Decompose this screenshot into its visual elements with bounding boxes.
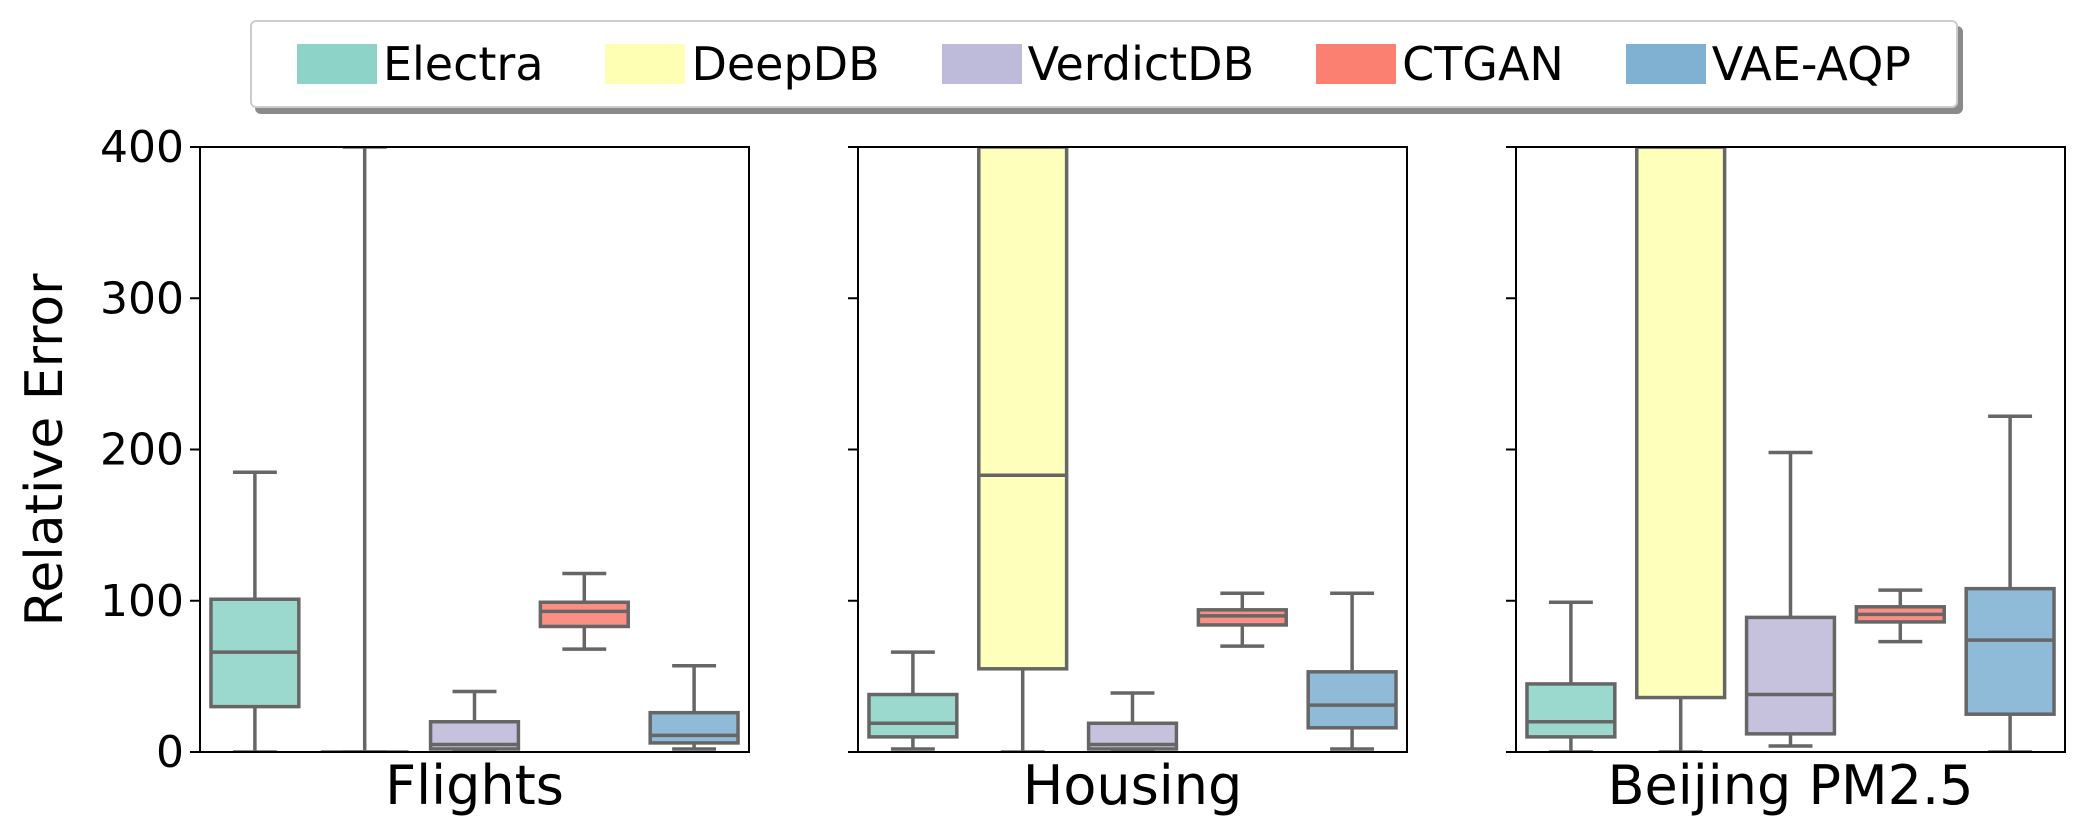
plot-frame [857, 146, 1408, 753]
box-body [867, 692, 959, 739]
boxes [1525, 147, 2056, 752]
boxes [209, 147, 740, 752]
box-body [538, 600, 630, 629]
legend-label: DeepDB [691, 37, 880, 91]
box-vae-aqp [1306, 591, 1398, 751]
legend-item-electra: Electra [296, 37, 544, 91]
box-body [1635, 147, 1727, 700]
legend-label: Electra [382, 37, 544, 91]
box-ctgan [1854, 588, 1946, 644]
y-tick-label: 200 [100, 425, 184, 476]
box-body [1744, 615, 1837, 736]
box-deepdb [1635, 147, 1727, 752]
legend-label: VerdictDB [1027, 37, 1255, 91]
box-verdictdb [1086, 691, 1179, 752]
legend-swatch [605, 44, 686, 84]
y-tick-label: 0 [156, 727, 184, 778]
legend-item-verdictdb: VerdictDB [941, 37, 1255, 91]
legend: Electra DeepDB VerdictDB CTGAN VAE-AQP [250, 20, 1958, 108]
legend-item-deepdb: DeepDB [605, 37, 880, 91]
plot-frame [1515, 146, 2066, 753]
box-body [1306, 670, 1398, 730]
legend-item-ctgan: CTGAN [1316, 37, 1564, 91]
y-tick-label: 400 [100, 122, 184, 173]
box-body [648, 710, 740, 745]
box-ctgan [1196, 591, 1288, 648]
panel-flights: 0 100 200 300 400 Flights [100, 122, 750, 817]
legend-swatch [1625, 44, 1706, 84]
legend-swatch [296, 44, 377, 84]
legend-label: VAE-AQP [1711, 37, 1912, 91]
box-body [1964, 586, 2056, 716]
boxes [867, 147, 1398, 752]
y-tick-label: 300 [100, 273, 184, 324]
legend-label: CTGAN [1402, 37, 1564, 91]
y-tick-label: 100 [100, 576, 184, 627]
box-vae-aqp [1964, 414, 2056, 752]
panel-beijing-pm2-5: Beijing PM2.5 [1506, 146, 2066, 817]
panel-title: Housing [1023, 754, 1243, 817]
plot-frame [199, 146, 750, 753]
box-body [1525, 682, 1617, 739]
legend-swatch [1316, 44, 1397, 84]
box-electra [867, 650, 959, 751]
box-deepdb [320, 147, 409, 752]
box-vae-aqp [648, 664, 740, 751]
box-verdictdb [1744, 450, 1837, 748]
box-ctgan [538, 571, 630, 651]
box-body [977, 147, 1069, 671]
box-electra [1525, 600, 1617, 752]
panel-housing: Housing [848, 146, 1408, 817]
panel-title: Beijing PM2.5 [1608, 754, 1974, 817]
box-verdictdb [428, 689, 521, 752]
box-electra [209, 470, 301, 752]
panels: 0 100 200 300 400 Flights Housing Beijing PM2.5 [100, 122, 2066, 817]
legend-swatch [941, 44, 1022, 84]
y-axis-label: Relative Error [15, 273, 75, 627]
legend-item-vae-aqp: VAE-AQP [1625, 37, 1912, 91]
panel-title: Flights [385, 754, 564, 817]
box-deepdb [977, 147, 1069, 752]
